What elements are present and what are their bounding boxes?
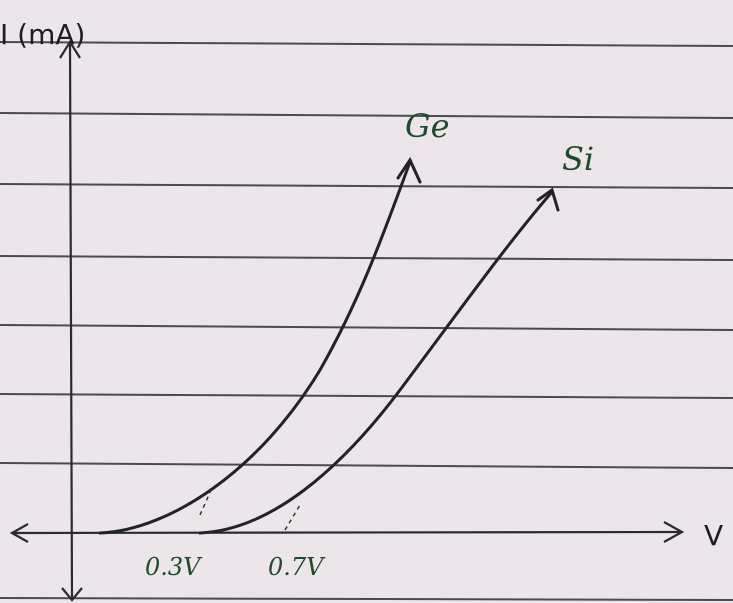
threshold-label: 0.7V <box>268 553 326 581</box>
curve-label: Si <box>562 140 594 178</box>
curve-label: Ge <box>405 107 450 145</box>
y-axis-label: I (mA) <box>0 18 85 51</box>
sketch: I (mA) V Ge Si 0.3V 0.7V <box>0 0 733 603</box>
x-axis-label: V <box>704 519 723 552</box>
threshold-label: 0.3V <box>145 553 203 581</box>
paper <box>0 0 733 603</box>
